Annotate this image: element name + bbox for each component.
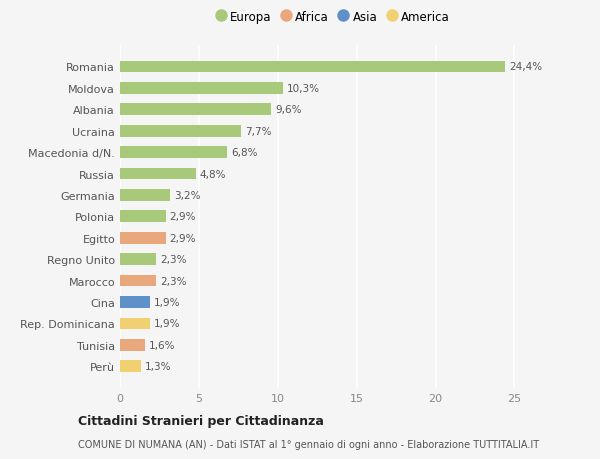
Text: 2,3%: 2,3% [160,255,187,264]
Bar [120,190,170,202]
Text: 1,6%: 1,6% [149,340,176,350]
Bar [120,361,140,372]
Bar [120,254,156,265]
Legend: Europa, Africa, Asia, America: Europa, Africa, Asia, America [216,11,450,24]
Bar [120,104,271,116]
Bar [120,275,156,287]
Text: 2,9%: 2,9% [170,212,196,222]
Text: Cittadini Stranieri per Cittadinanza: Cittadini Stranieri per Cittadinanza [78,414,324,428]
Bar [120,126,241,137]
Text: 2,3%: 2,3% [160,276,187,286]
Text: 1,3%: 1,3% [145,361,171,371]
Text: 6,8%: 6,8% [231,148,258,158]
Text: 3,2%: 3,2% [175,190,201,201]
Bar [120,297,150,308]
Text: 24,4%: 24,4% [509,62,542,73]
Bar [120,62,505,73]
Text: 10,3%: 10,3% [286,84,319,94]
Text: 4,8%: 4,8% [200,169,226,179]
Bar [120,232,166,244]
Text: 9,6%: 9,6% [275,105,302,115]
Bar [120,147,227,159]
Bar [120,168,196,180]
Bar [120,211,166,223]
Bar [120,83,283,95]
Text: 7,7%: 7,7% [245,126,272,136]
Text: 1,9%: 1,9% [154,297,181,308]
Bar [120,339,145,351]
Bar [120,318,150,330]
Text: 2,9%: 2,9% [170,233,196,243]
Text: COMUNE DI NUMANA (AN) - Dati ISTAT al 1° gennaio di ogni anno - Elaborazione TUT: COMUNE DI NUMANA (AN) - Dati ISTAT al 1°… [78,440,539,449]
Text: 1,9%: 1,9% [154,319,181,329]
